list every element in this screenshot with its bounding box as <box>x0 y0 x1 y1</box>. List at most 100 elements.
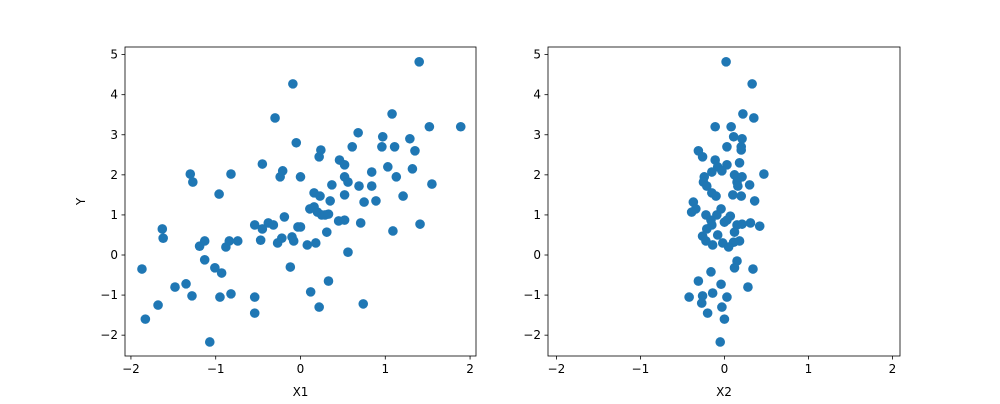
scatter-point <box>354 181 364 191</box>
scatter-point <box>743 282 753 292</box>
scatter-point <box>737 133 747 144</box>
scatter-point <box>288 79 298 89</box>
scatter-point <box>157 224 168 234</box>
scatter-point <box>722 141 732 152</box>
x-tick-label: 2 <box>466 362 474 376</box>
scatter-point <box>696 298 707 308</box>
scatter-point <box>712 230 723 240</box>
scatter-point <box>181 279 191 289</box>
scatter-point <box>729 263 740 273</box>
scatter-point <box>257 224 268 234</box>
x-tick-label: −2 <box>548 362 566 376</box>
scatter-point <box>214 189 224 199</box>
scatter-point <box>733 181 743 191</box>
scatter-point <box>314 302 324 312</box>
scatter-point <box>414 57 424 67</box>
scatter-point <box>323 209 334 219</box>
x-tick-label: 0 <box>721 362 729 376</box>
scatter-point <box>277 166 288 176</box>
scatter-point <box>377 131 388 142</box>
scatter-point <box>279 212 290 222</box>
scatter-point <box>158 233 168 243</box>
scatter-point <box>706 267 716 277</box>
scatter-point <box>270 113 280 123</box>
scatter-point <box>749 113 759 123</box>
scatter-point <box>717 302 727 312</box>
scatter-point <box>355 218 366 228</box>
scatter-point <box>701 224 712 234</box>
scatter-point <box>410 146 420 156</box>
x-tick-label: 1 <box>381 362 389 376</box>
axes-frame <box>547 46 901 357</box>
scatter-point <box>339 190 350 200</box>
scatter-point <box>310 238 321 248</box>
y-tick-label: 3 <box>110 128 118 142</box>
scatter-point <box>366 167 377 177</box>
scatter-point <box>736 191 747 201</box>
scatter-point <box>723 242 734 252</box>
scatter-point <box>754 221 765 231</box>
scatter-point <box>353 127 363 138</box>
x-tick-label: 2 <box>889 362 897 376</box>
scatter-point <box>321 227 332 237</box>
scatter-point <box>455 121 466 132</box>
scatter-point <box>717 166 727 176</box>
scatter-point <box>359 197 369 207</box>
scatter-point <box>215 292 225 302</box>
scatter-point <box>686 207 697 217</box>
y-tick-label: 0 <box>110 248 118 262</box>
scatter-point <box>315 191 325 201</box>
scatter-point <box>288 236 299 246</box>
x-tick-label: −1 <box>632 362 650 376</box>
scatter-point <box>738 109 748 119</box>
scatter-point <box>137 264 147 274</box>
scatter-point <box>305 287 316 297</box>
scatter-point <box>427 179 437 189</box>
y-tick-label: −2 <box>100 328 118 342</box>
scatter-point <box>747 79 757 89</box>
scatter-point <box>702 308 713 318</box>
scatter-point <box>343 177 353 187</box>
scatter-point <box>716 279 726 290</box>
scatter-point <box>721 57 731 67</box>
scatter-point <box>736 145 747 155</box>
scatter-point <box>343 247 353 257</box>
scatter-point <box>199 236 210 246</box>
scatter-point <box>398 191 408 201</box>
scatter-point <box>726 121 736 132</box>
scatter-point <box>389 141 400 152</box>
scatter-point <box>405 133 415 144</box>
scatter-point <box>302 240 313 250</box>
y-tick-label: 4 <box>533 88 541 102</box>
scatter-point <box>745 218 756 228</box>
scatter-point <box>339 160 350 170</box>
scatter-point <box>729 170 740 180</box>
scatter-point <box>226 289 236 299</box>
x-axis-label: X2 <box>716 385 732 399</box>
scatter-point <box>383 162 393 172</box>
y-tick-label: 5 <box>110 48 118 62</box>
y-tick-label: 0 <box>533 248 541 262</box>
scatter-point <box>358 299 369 309</box>
y-tick-label: −1 <box>100 288 118 302</box>
scatter-point <box>407 164 418 174</box>
scatter-point <box>249 220 260 230</box>
scatter-point <box>188 177 198 187</box>
scatter-point <box>153 300 163 310</box>
scatter-point <box>285 262 296 272</box>
y-tick-label: −2 <box>523 328 541 342</box>
scatter-point <box>339 215 350 225</box>
scatter-point <box>170 282 180 292</box>
scatter-point <box>224 236 235 246</box>
scatter-point <box>415 219 425 229</box>
scatter-point <box>749 196 760 206</box>
scatter-point <box>707 288 718 298</box>
scatter-point <box>759 169 769 179</box>
scatter-point <box>377 141 387 152</box>
scatter-point <box>710 121 720 132</box>
scatter-point <box>684 292 694 302</box>
y-axis-label: Y <box>74 197 88 206</box>
scatter-point <box>295 222 306 232</box>
scatter-point <box>707 240 718 250</box>
scatter-point <box>226 169 236 179</box>
